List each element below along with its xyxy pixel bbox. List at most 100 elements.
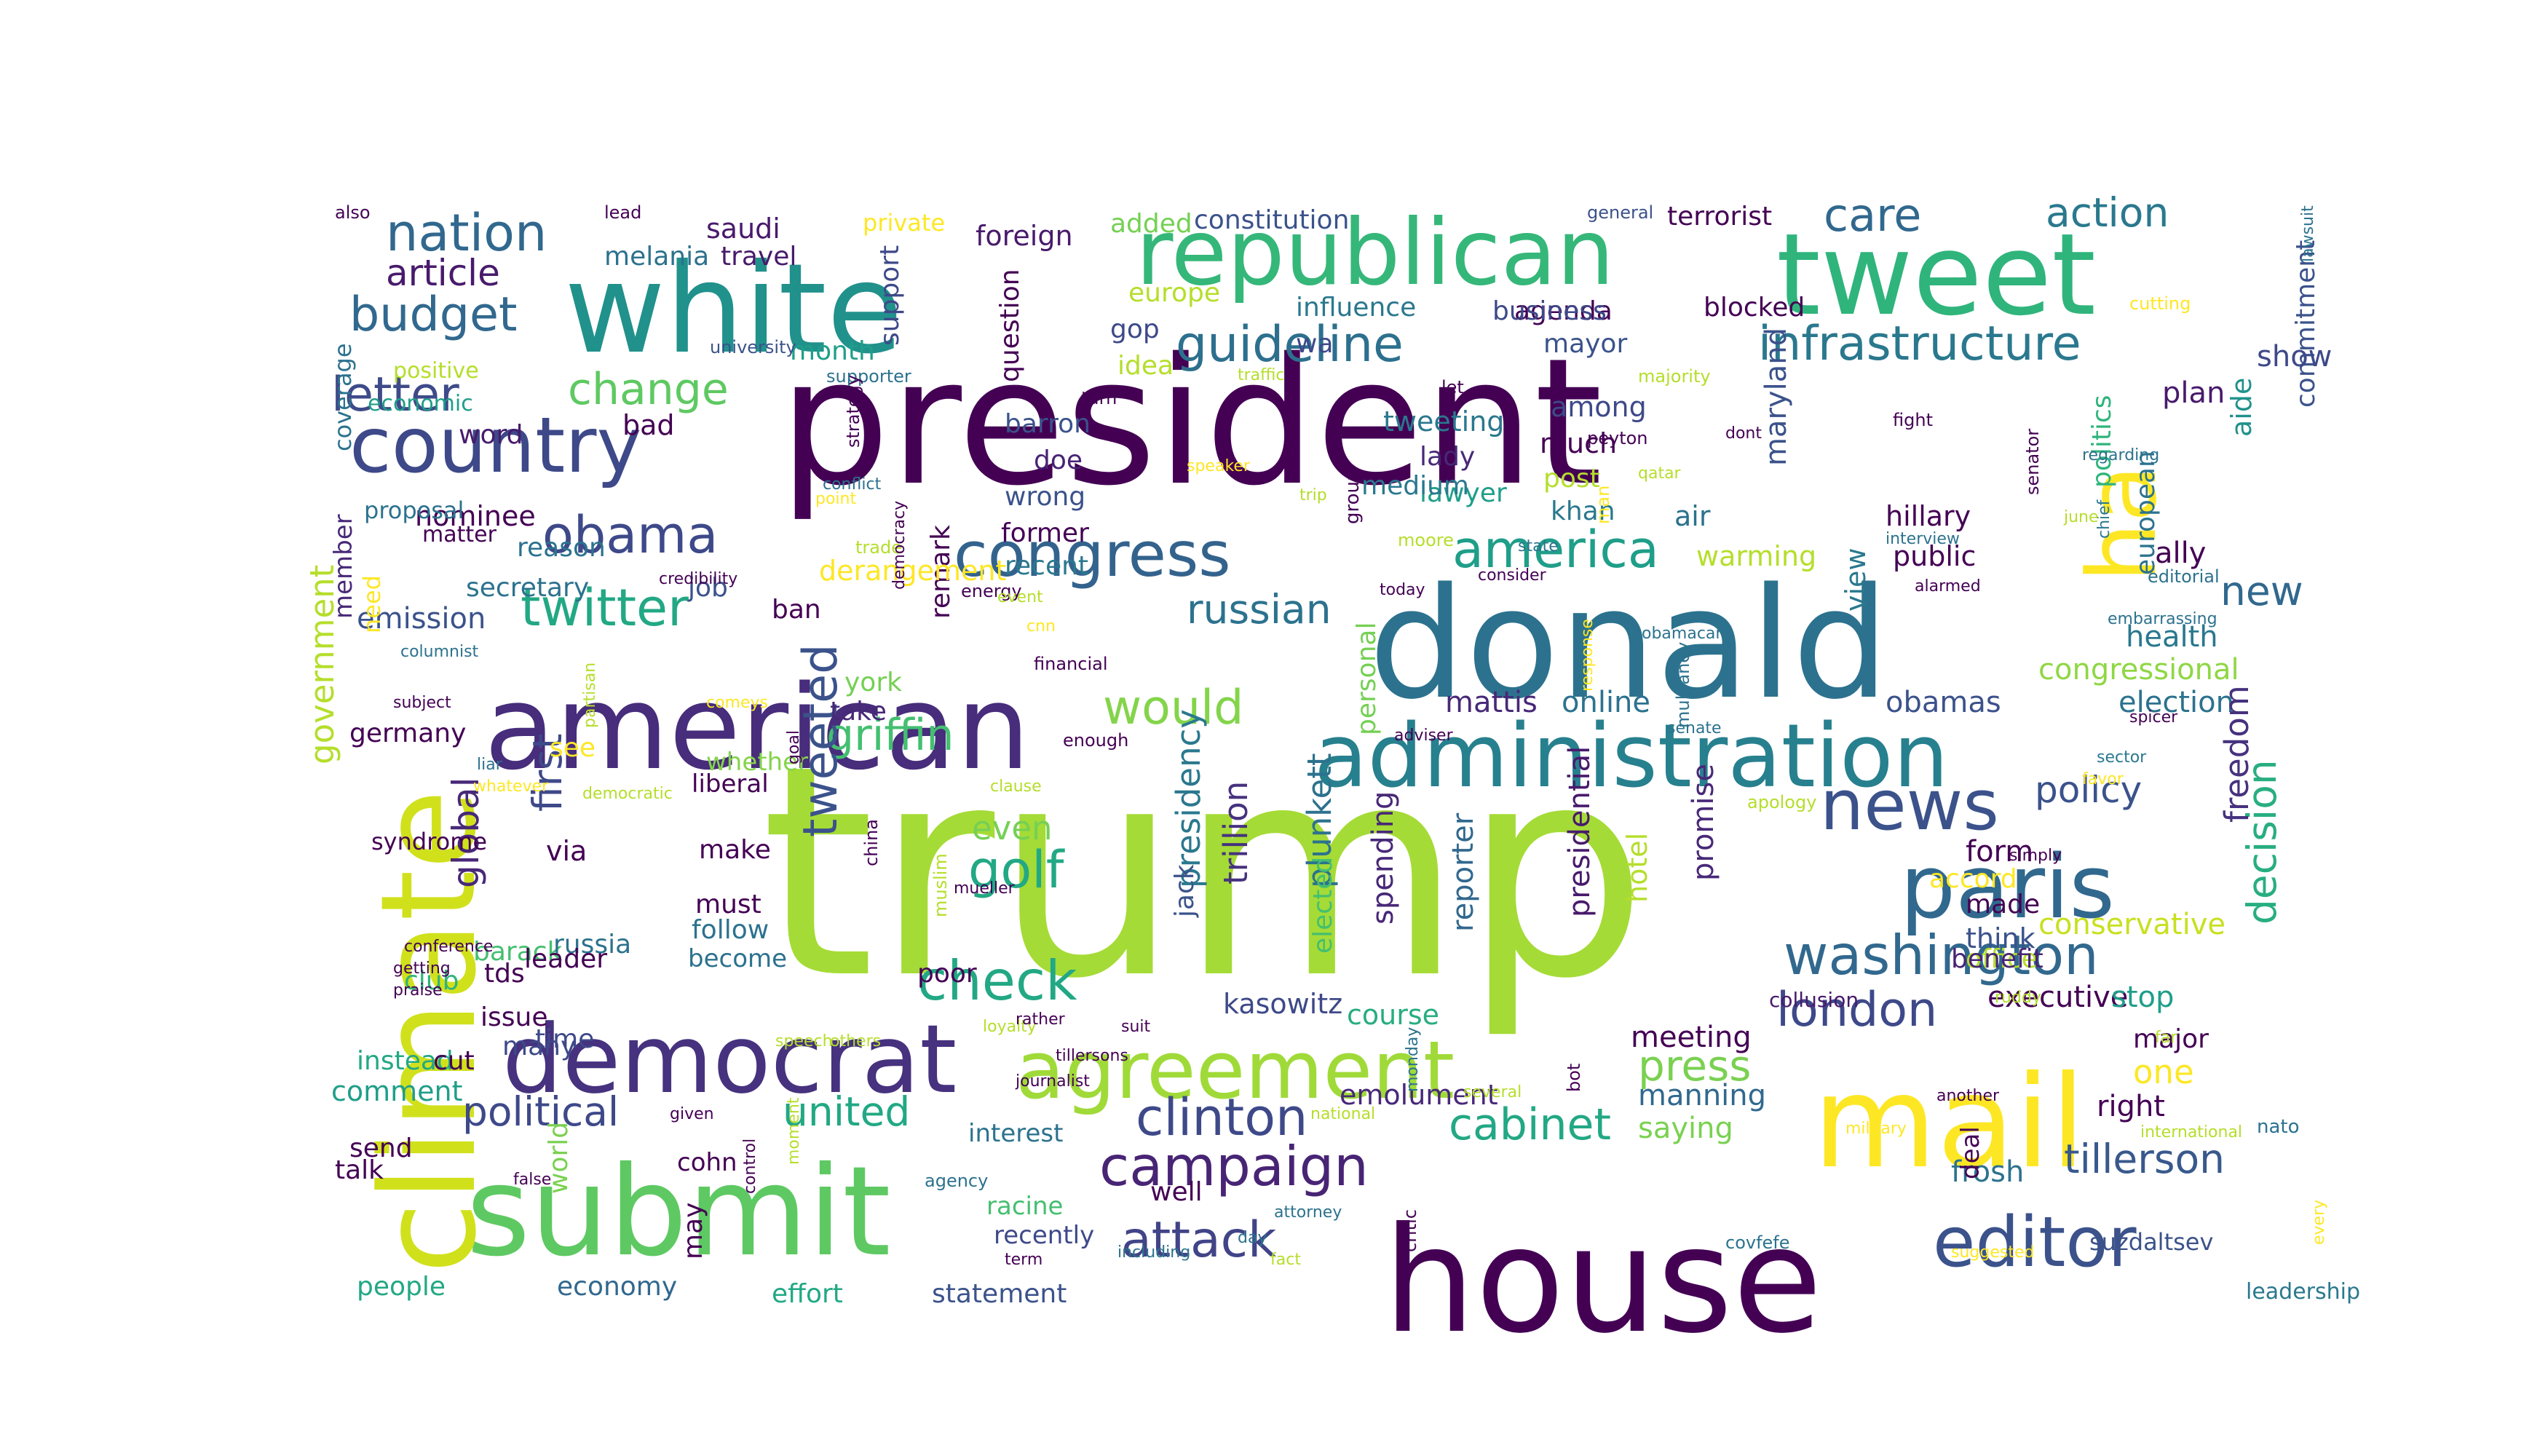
cloud-word: country: [349, 401, 642, 490]
cloud-word: agency: [925, 1171, 989, 1191]
cloud-word: strategy: [843, 374, 863, 448]
cloud-word: presidency: [1169, 709, 1208, 888]
cloud-word: european: [2131, 451, 2161, 575]
cloud-word: infrastructure: [1758, 317, 2081, 371]
cloud-word: democracy: [890, 500, 909, 590]
cloud-word: effort: [772, 1279, 843, 1309]
cloud-word: medium: [1361, 471, 1469, 501]
cloud-word: day: [1238, 1229, 1267, 1247]
cloud-word: washington: [1784, 923, 2099, 987]
cloud-word: liar: [477, 756, 502, 774]
cloud-word: also: [335, 202, 371, 223]
cloud-word: whatever: [473, 778, 549, 796]
cloud-word: would: [1103, 681, 1244, 735]
cloud-word: commitment: [2291, 240, 2321, 408]
cloud-word: letter: [331, 368, 459, 422]
cloud-word: nominee: [415, 500, 536, 532]
cloud-word: chief: [2095, 499, 2113, 539]
cloud-word: man: [1593, 485, 1613, 524]
cloud-word: london: [1776, 983, 1938, 1037]
cloud-word: politics: [2087, 395, 2117, 488]
cloud-word: mattis: [1445, 686, 1538, 719]
cloud-word: columnist: [400, 643, 479, 661]
cloud-word: collusion: [1769, 988, 1859, 1012]
cloud-word: democratic: [582, 785, 673, 803]
cloud-word: obamacare: [1642, 625, 1732, 643]
cloud-word: policy: [2035, 769, 2143, 811]
cloud-word: monday: [1404, 1026, 1422, 1092]
cloud-word: attack: [1121, 1211, 1277, 1269]
cloud-word: bot: [1564, 1063, 1584, 1092]
cloud-word: turn: [1081, 388, 1117, 408]
cloud-word: conservative: [2038, 908, 2225, 941]
cloud-word: moment: [785, 1097, 803, 1165]
cloud-word: plan: [2162, 376, 2225, 410]
cloud-word: journalist: [1016, 1072, 1090, 1091]
cloud-word: trump: [761, 704, 1648, 1042]
cloud-word: become: [688, 944, 788, 973]
cloud-word: budget: [349, 288, 518, 342]
cloud-word: congress: [954, 519, 1231, 591]
cloud-word: including: [1117, 1243, 1191, 1262]
cloud-word: point: [815, 490, 857, 508]
cloud-word: melania: [604, 242, 710, 272]
cloud-word: election: [2118, 686, 2234, 719]
cloud-word: alarmed: [1915, 577, 1981, 596]
cloud-word: terrorist: [1667, 202, 1773, 232]
cloud-word: instead: [357, 1046, 454, 1076]
cloud-word: subject: [393, 694, 451, 712]
cloud-word: elected: [1308, 856, 1338, 954]
cloud-word: political: [462, 1088, 620, 1135]
cloud-word: emolument: [1340, 1079, 1498, 1111]
cloud-word: well: [1150, 1177, 1203, 1207]
cloud-word: democrat: [502, 1004, 957, 1115]
cloud-word: derangement: [819, 555, 1007, 587]
cloud-word: aide: [2225, 377, 2258, 437]
cloud-word: check: [917, 949, 1077, 1013]
cloud-word: wrong: [1005, 482, 1086, 512]
cloud-word: lead: [604, 202, 642, 223]
cloud-word: added: [1110, 209, 1192, 239]
cloud-word: supporter: [826, 366, 911, 387]
cloud-word: regarding: [2082, 446, 2160, 464]
cloud-word: russia: [553, 930, 632, 960]
cloud-word: international: [2140, 1123, 2243, 1142]
cloud-word: tweet: [1776, 209, 2097, 341]
cloud-word: meeting: [1631, 1021, 1752, 1054]
cloud-word: clause: [990, 778, 1042, 796]
cloud-word: simply: [2009, 847, 2062, 865]
cloud-word: apology: [1747, 792, 1817, 812]
cloud-word: lady: [1420, 442, 1476, 472]
cloud-word: promise: [1687, 764, 1720, 881]
cloud-word: trade: [855, 537, 902, 558]
cloud-word: think: [1966, 922, 2035, 954]
cloud-word: today: [1380, 581, 1425, 599]
cloud-word: blocked: [1704, 293, 1805, 323]
cloud-word: fight: [1893, 410, 1933, 430]
cloud-word: june: [2064, 508, 2099, 526]
cloud-word: agenda: [1514, 296, 1613, 326]
cloud-word: form: [1966, 835, 2034, 869]
cloud-word: interview: [1886, 530, 1960, 548]
cloud-word: getting: [393, 960, 451, 978]
cloud-word: credibility: [659, 570, 738, 588]
cloud-word: many: [502, 1032, 577, 1061]
cloud-word: new: [2220, 568, 2303, 614]
cloud-word: view: [1840, 547, 1872, 612]
cloud-word: embarrassing: [2108, 610, 2217, 628]
cloud-word: mayor: [1543, 329, 1628, 359]
cloud-word: foreign: [976, 220, 1073, 252]
cloud-word: people: [357, 1272, 446, 1302]
cloud-word: traffic: [1238, 366, 1285, 384]
cloud-word: dont: [1725, 424, 1762, 443]
cloud-word: let: [1441, 377, 1464, 397]
cloud-word: barack: [473, 937, 563, 967]
cloud-word: sector: [2097, 748, 2147, 767]
cloud-word: tillersons: [1056, 1047, 1128, 1065]
cloud-word: china: [861, 819, 882, 866]
cloud-word: recently: [994, 1221, 1095, 1250]
cloud-word: national: [1310, 1105, 1376, 1123]
cloud-word: warming: [1696, 540, 1817, 572]
cloud-word: former: [1001, 518, 1089, 548]
